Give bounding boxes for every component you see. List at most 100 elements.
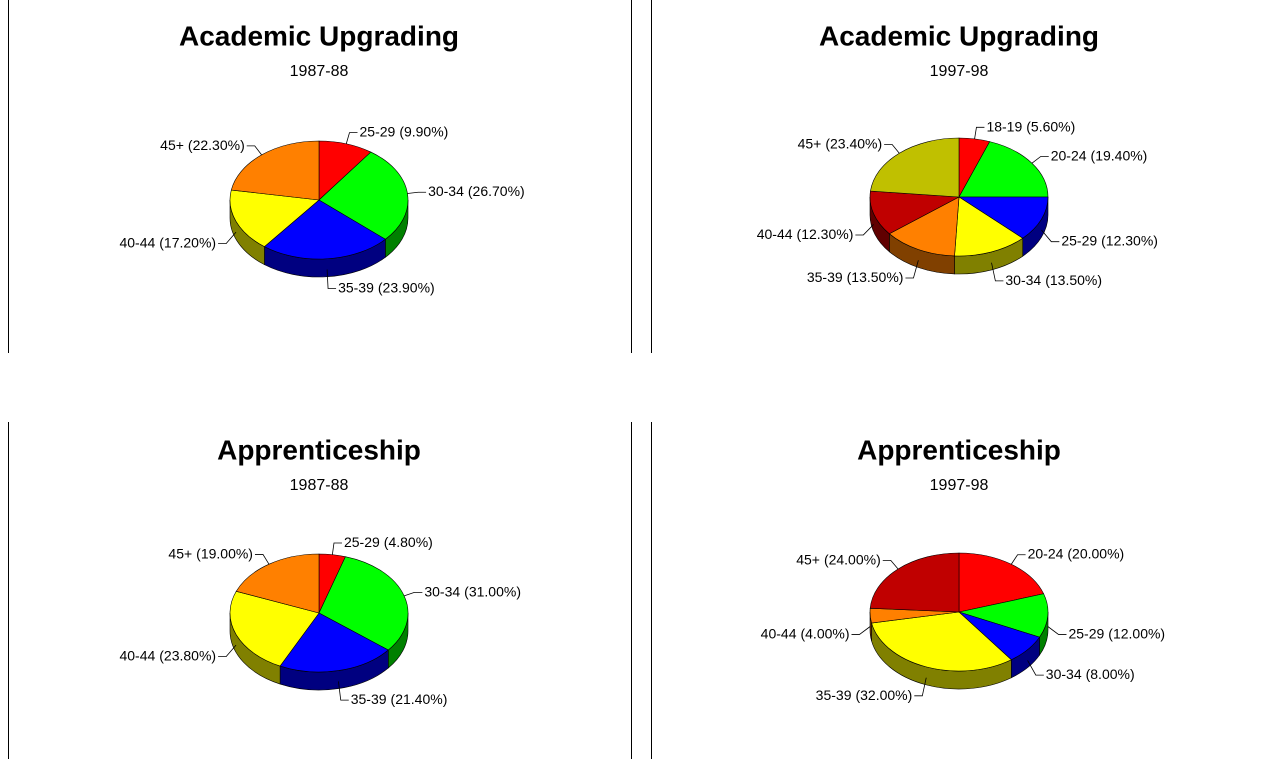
leader-line	[326, 269, 337, 289]
leader-line	[218, 644, 237, 658]
slice-value-label: (13.50%)	[847, 269, 904, 285]
chart-title: Apprenticeship	[857, 434, 1061, 465]
slice-category: 45+	[168, 545, 192, 561]
chart-title: Academic Upgrading	[819, 20, 1099, 51]
slice	[958, 141, 1049, 198]
slice-label: 40-44 (4.00%)	[761, 625, 850, 641]
panel-borders	[8, 0, 652, 759]
slice-label: 35-39 (23.90%)	[338, 279, 435, 295]
slice-value-label: (21.40%)	[391, 691, 448, 707]
slice-label: 45+ (22.30%)	[160, 137, 245, 153]
pie-chart: Apprenticeship 1987-88 25-29 (4.80%) 30-34 (3…	[119, 434, 521, 706]
slice-value-label: (4.00%)	[800, 625, 849, 641]
pie-chart: Academic Upgrading 1997-98 18-19 (5.60%) 20-…	[757, 20, 1158, 287]
slice-label: 35-39 (21.40%)	[351, 691, 448, 707]
leader-line	[905, 260, 919, 279]
leader-line	[1031, 156, 1049, 164]
slice-category: 35-39	[351, 691, 387, 707]
slice-value-label: (12.30%)	[1101, 232, 1158, 248]
slice	[230, 140, 320, 201]
slice	[954, 196, 1024, 257]
slice-label: 45+ (24.00%)	[796, 551, 881, 567]
slice-value-label: (4.80%)	[384, 534, 433, 550]
chart-title: Apprenticeship	[217, 434, 421, 465]
leader-line	[882, 559, 899, 570]
slice-label: 30-34 (13.50%)	[1005, 272, 1102, 288]
slice-value-label: (22.30%)	[188, 137, 245, 153]
leader-line	[851, 626, 871, 635]
slice	[318, 556, 409, 651]
leader-line	[345, 132, 358, 144]
slice-category: 30-34	[1046, 666, 1082, 682]
slice	[229, 189, 320, 247]
slice	[229, 590, 320, 667]
leader-line	[218, 231, 237, 245]
slice-label: 35-39 (13.50%)	[807, 269, 904, 285]
slice-category: 18-19	[986, 118, 1022, 134]
leader-line	[407, 191, 427, 194]
slice-category: 45+	[798, 135, 822, 151]
slice-value-label: (19.00%)	[196, 545, 253, 561]
slice-label: 18-19 (5.60%)	[986, 118, 1075, 134]
leader-line	[855, 224, 874, 236]
slice-value-label: (8.00%)	[1086, 666, 1135, 682]
slice-category: 35-39	[816, 687, 852, 703]
slice-label: 35-39 (32.00%)	[816, 687, 913, 703]
leader-line	[331, 542, 342, 555]
slice-label: 25-29 (12.00%)	[1068, 625, 1165, 641]
slice-category: 35-39	[807, 269, 843, 285]
slice-category: 35-39	[338, 279, 374, 295]
leader-line	[991, 262, 1004, 282]
slice-category: 20-24	[1051, 147, 1087, 163]
slice	[869, 552, 960, 613]
slice	[958, 552, 1045, 613]
slice-value-label: (20.00%)	[1067, 545, 1124, 561]
leader-line	[914, 677, 927, 697]
slice-category: 40-44	[757, 226, 793, 242]
slice-category: 40-44	[119, 647, 155, 663]
slice-category: 25-29	[1068, 625, 1104, 641]
chart-subtitle: 1997-98	[930, 477, 989, 494]
slice	[957, 196, 1049, 239]
chart-title: Academic Upgrading	[179, 20, 459, 51]
slice-label: 40-44 (23.80%)	[119, 647, 216, 663]
leader-line	[1027, 660, 1044, 676]
leader-line	[404, 591, 423, 597]
slice-label: 45+ (19.00%)	[168, 545, 253, 561]
pie-chart: Academic Upgrading 1987-88 25-29 (9.90%) 30-…	[119, 20, 524, 295]
slice-value-label: (9.90%)	[399, 123, 448, 139]
slice-value-label: (32.00%)	[855, 687, 912, 703]
slice	[235, 553, 320, 614]
slice-value-label: (31.00%)	[464, 583, 521, 599]
chart-subtitle: 1997-98	[930, 63, 989, 80]
slice	[279, 612, 389, 673]
slice-value-label: (17.20%)	[159, 234, 216, 250]
slice-value-label: (12.00%)	[1108, 625, 1165, 641]
slice-category: 20-24	[1028, 545, 1064, 561]
slice-label: 25-29 (4.80%)	[344, 534, 433, 550]
leader-line	[246, 145, 262, 156]
slice-label: 25-29 (9.90%)	[360, 123, 449, 139]
leader-line	[1010, 554, 1026, 565]
slice	[888, 196, 960, 257]
slice-label: 30-34 (26.70%)	[428, 183, 525, 199]
chart-subtitle: 1987-88	[290, 477, 349, 494]
slice-value-label: (24.00%)	[824, 551, 881, 567]
slice-value-label: (13.50%)	[1045, 272, 1102, 288]
leader-line	[884, 144, 900, 154]
slice-category: 30-34	[428, 183, 464, 199]
slice	[263, 199, 386, 260]
leader-line	[974, 126, 985, 139]
slice-label: 30-34 (8.00%)	[1046, 666, 1135, 682]
slice-value-label: (26.70%)	[468, 183, 525, 199]
slice	[318, 151, 409, 240]
slice-value-label: (19.40%)	[1091, 147, 1148, 163]
slice-label: 40-44 (12.30%)	[757, 226, 854, 242]
slice-value-label: (23.40%)	[825, 135, 882, 151]
slice-label: 45+ (23.40%)	[798, 135, 883, 151]
slice	[870, 137, 960, 198]
slice-value-label: (23.90%)	[378, 279, 435, 295]
slice-value-label: (12.30%)	[797, 226, 854, 242]
slice-label: 25-29 (12.30%)	[1061, 232, 1158, 248]
